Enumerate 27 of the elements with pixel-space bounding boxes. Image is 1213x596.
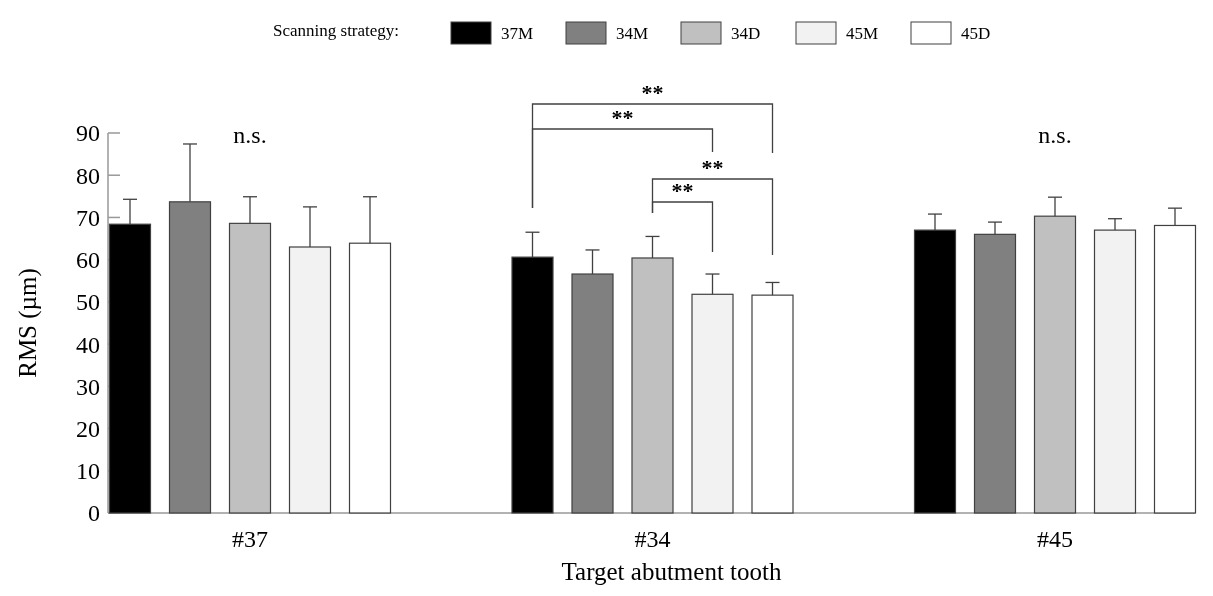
x-axis-title: Target abutment tooth [561,558,782,585]
y-tick-label: 80 [76,162,100,189]
legend-label: 37M [501,24,534,43]
x-tick-label: #37 [232,526,268,552]
y-axis-title: RMS (µm) [14,268,42,378]
legend-label: 34D [731,24,761,43]
y-tick-label: 90 [76,120,100,147]
text: ** [611,105,634,130]
y-tick-label: 30 [76,373,100,400]
y-tick-label: 40 [76,331,100,358]
x-tick-label: #45 [1037,526,1073,552]
legend-label: 45M [846,24,879,43]
y-tick-label: 0 [88,500,100,527]
y-tick-label: 60 [76,247,100,274]
legend-label: 34M [616,24,649,43]
y-tick-label: 20 [76,415,100,442]
y-tick-label: 70 [76,204,100,231]
annotation: ** [671,178,694,203]
text: ** [641,80,664,105]
annotation: ** [701,155,724,180]
y-tick-label: 50 [76,289,100,316]
annotation: n.s. [233,122,267,148]
annotation: n.s. [1038,122,1072,148]
legend-title: Scanning strategy: [273,21,400,40]
y-tick-label: 10 [76,458,100,485]
x-tick-label: #34 [634,526,671,552]
legend-label: 45D [961,24,991,43]
